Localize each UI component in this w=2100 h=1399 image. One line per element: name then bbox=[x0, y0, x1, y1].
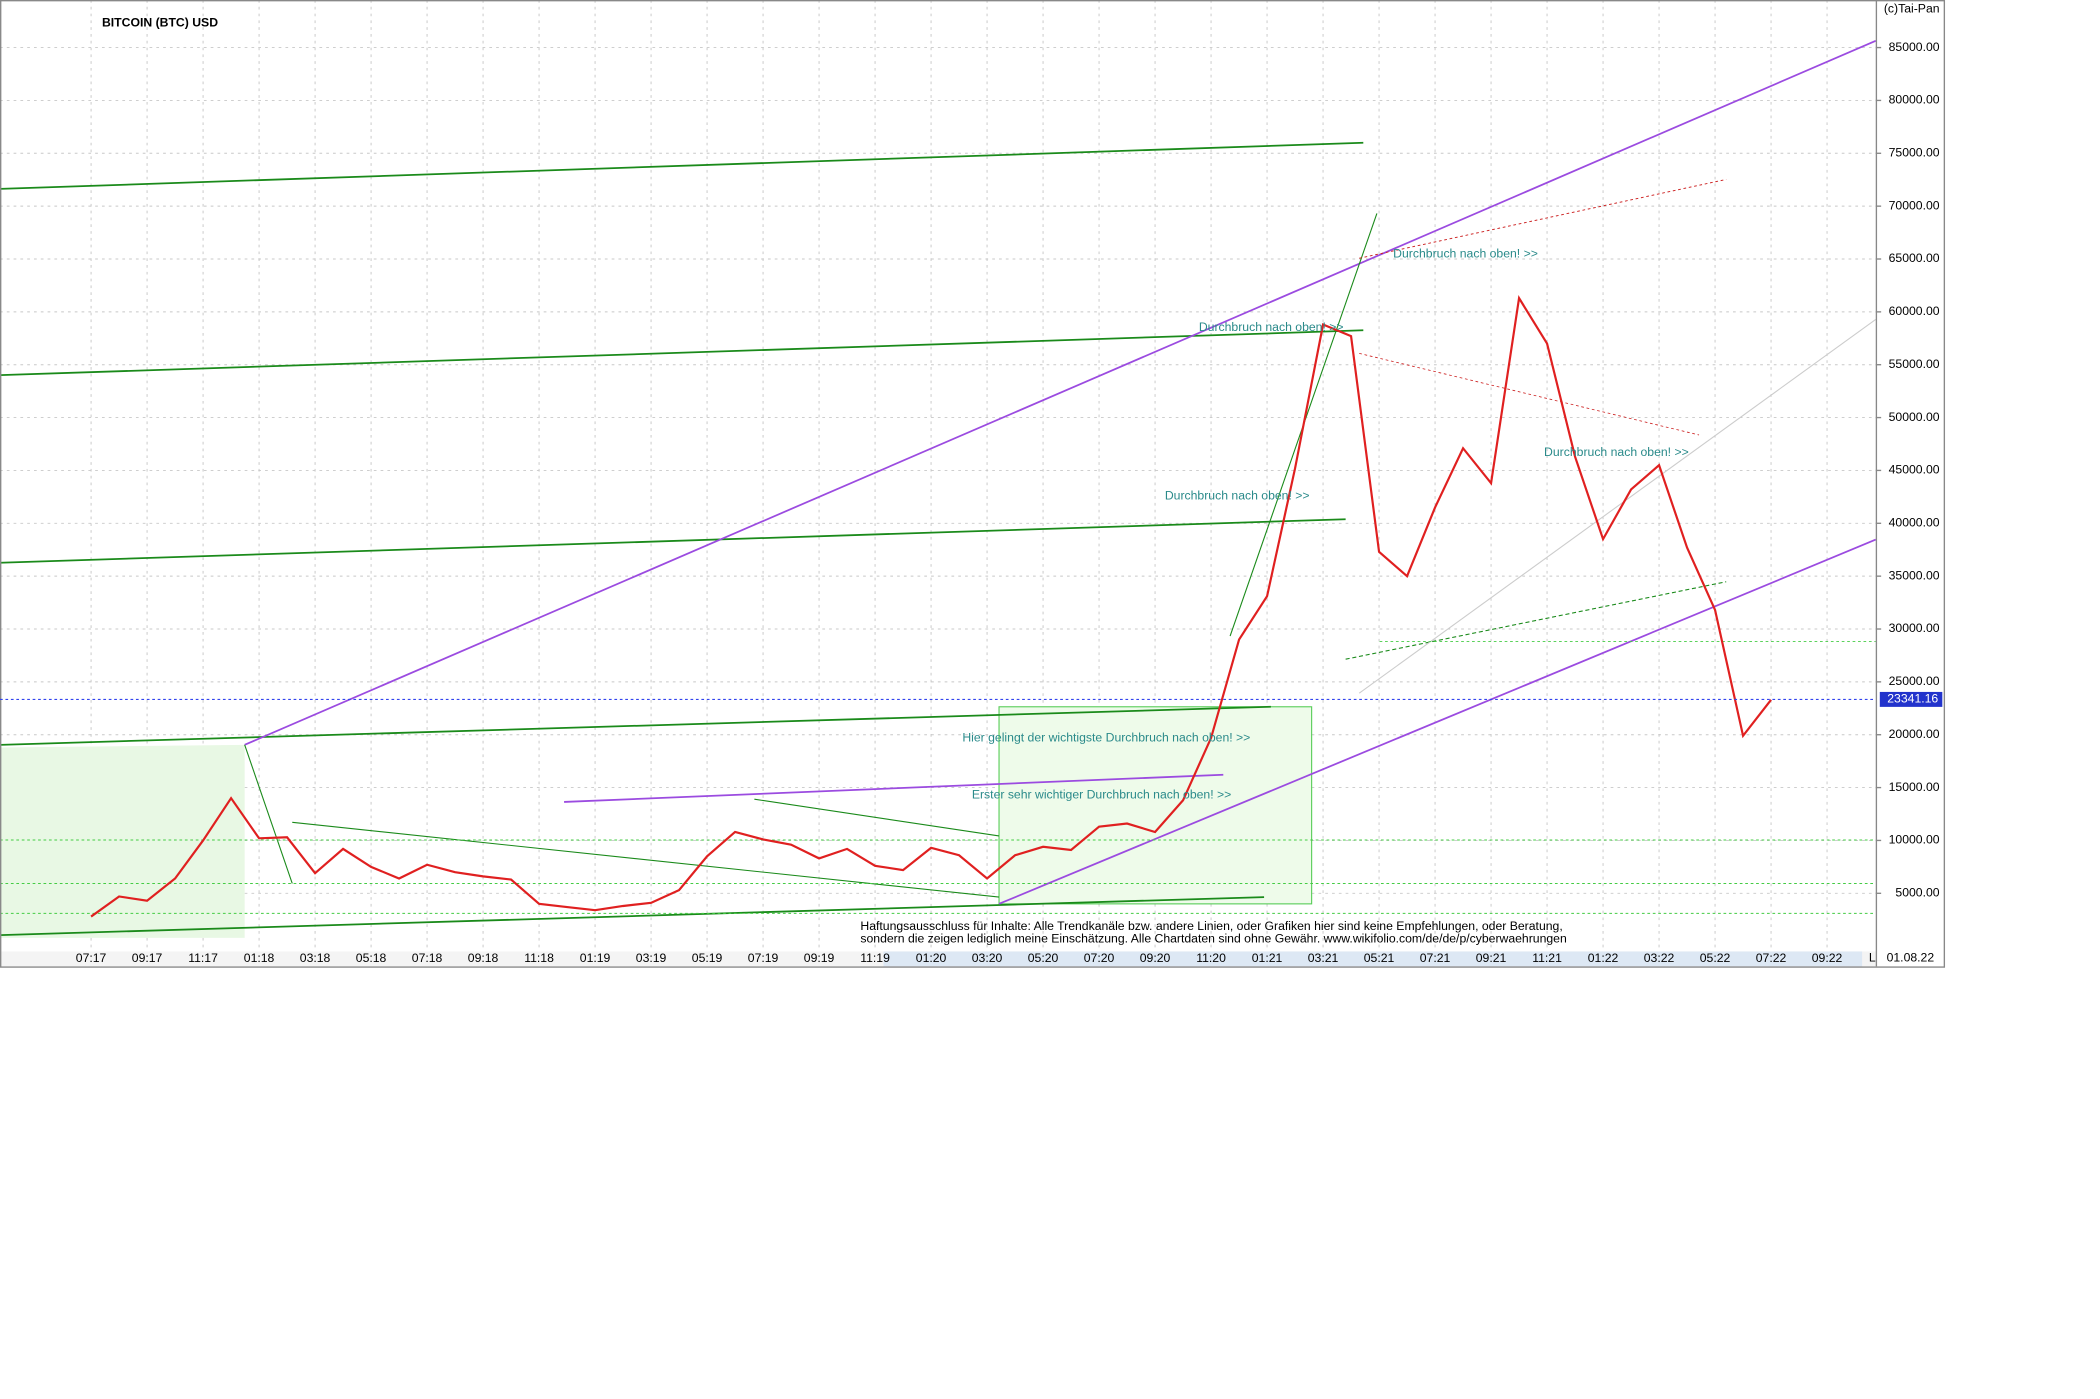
y-tick-label: 60000.00 bbox=[1889, 304, 1940, 318]
annotation: Hier gelingt der wichtigste Durchbruch n… bbox=[962, 730, 1250, 744]
y-tick-label: 35000.00 bbox=[1889, 568, 1940, 582]
price-line bbox=[90, 295, 1772, 918]
x-tick-label: 01:22 bbox=[1588, 951, 1619, 965]
x-tick-label: 03:18 bbox=[300, 951, 331, 965]
x-tick-label: 05:21 bbox=[1364, 951, 1395, 965]
y-tick-label: 15000.00 bbox=[1889, 780, 1940, 794]
x-tick-label: 09:17 bbox=[132, 951, 163, 965]
y-tick-label: 85000.00 bbox=[1889, 40, 1940, 54]
axis-flag: L bbox=[1869, 950, 1876, 964]
y-tick-label: 70000.00 bbox=[1889, 198, 1940, 212]
y-tick-label: 40000.00 bbox=[1889, 516, 1940, 530]
x-tick-label: 03:19 bbox=[636, 951, 667, 965]
x-tick-label: 11:18 bbox=[524, 951, 554, 965]
x-tick-label: 05:18 bbox=[356, 951, 387, 965]
x-tick-label: 07:21 bbox=[1420, 951, 1451, 965]
copyright: (c)Tai-Pan bbox=[1884, 2, 1940, 16]
zone bbox=[998, 706, 1313, 905]
annotation: Durchbruch nach oben! >> bbox=[1544, 445, 1689, 459]
x-axis-band bbox=[883, 951, 1863, 967]
x-tick-label: 11:20 bbox=[1196, 951, 1226, 965]
x-tick-label: 05:20 bbox=[1028, 951, 1059, 965]
x-tick-label: 07:22 bbox=[1756, 951, 1787, 965]
y-tick-label: 45000.00 bbox=[1889, 463, 1940, 477]
disclaimer: sondern die zeigen lediglich meine Einsc… bbox=[860, 931, 1566, 945]
y-tick-label: 65000.00 bbox=[1889, 251, 1940, 265]
y-tick-label: 25000.00 bbox=[1889, 674, 1940, 688]
x-tick-label: 09:18 bbox=[468, 951, 499, 965]
x-tick-label: 07:20 bbox=[1084, 951, 1115, 965]
x-tick-label: 09:19 bbox=[804, 951, 835, 965]
x-tick-label: 11:17 bbox=[188, 951, 218, 965]
x-tick-label: 11:21 bbox=[1532, 951, 1562, 965]
y-tick-label: 80000.00 bbox=[1889, 93, 1940, 107]
x-tick-label: 07:19 bbox=[748, 951, 779, 965]
plot bbox=[90, 295, 1772, 918]
x-tick-label: 07:17 bbox=[76, 951, 107, 965]
x-tick-label: 01:18 bbox=[244, 951, 275, 965]
frame bbox=[0, 0, 1946, 968]
y-tick-label: 5000.00 bbox=[1895, 886, 1939, 900]
x-tick-label: 05:19 bbox=[692, 951, 723, 965]
last-price-label: 23341.16 bbox=[1887, 692, 1938, 706]
chart-title: BITCOIN (BTC) USD bbox=[102, 15, 218, 29]
y-tick-label: 55000.00 bbox=[1889, 357, 1940, 371]
annotation: Durchbruch nach oben! >> bbox=[1393, 246, 1538, 260]
annotation: Durchbruch nach oben! >> bbox=[1165, 488, 1310, 502]
grid bbox=[0, 0, 1876, 952]
disclaimer: Haftungsausschluss für Inhalte: Alle Tre… bbox=[860, 919, 1562, 933]
annotation: Durchbruch nach oben! >> bbox=[1199, 320, 1344, 334]
annotation: Erster sehr wichtiger Durchbruch nach ob… bbox=[972, 787, 1231, 801]
x-tick-label: 03:20 bbox=[972, 951, 1003, 965]
x-tick-label: 05:22 bbox=[1700, 951, 1731, 965]
x-tick-label: 09:20 bbox=[1140, 951, 1171, 965]
x-tick-label: 07:18 bbox=[412, 951, 443, 965]
y-tick-label: 10000.00 bbox=[1889, 833, 1940, 847]
x-tick-label: 03:22 bbox=[1644, 951, 1675, 965]
y-tick-label: 75000.00 bbox=[1889, 146, 1940, 160]
x-tick-label: 01:19 bbox=[580, 951, 611, 965]
last-price-box bbox=[1879, 691, 1943, 707]
date-stamp: 01.08.22 bbox=[1887, 950, 1935, 964]
x-tick-label: 09:22 bbox=[1812, 951, 1843, 965]
x-tick-label: 09:21 bbox=[1476, 951, 1507, 965]
y-tick-label: 30000.00 bbox=[1889, 621, 1940, 635]
x-tick-label: 03:21 bbox=[1308, 951, 1339, 965]
x-tick-label: 01:20 bbox=[916, 951, 947, 965]
x-tick-label: 11:19 bbox=[860, 951, 890, 965]
zone bbox=[0, 744, 245, 938]
y-tick-label: 50000.00 bbox=[1889, 410, 1940, 424]
trendlines bbox=[0, 39, 1877, 937]
y-tick-label: 20000.00 bbox=[1889, 727, 1940, 741]
x-tick-label: 01:21 bbox=[1252, 951, 1283, 965]
